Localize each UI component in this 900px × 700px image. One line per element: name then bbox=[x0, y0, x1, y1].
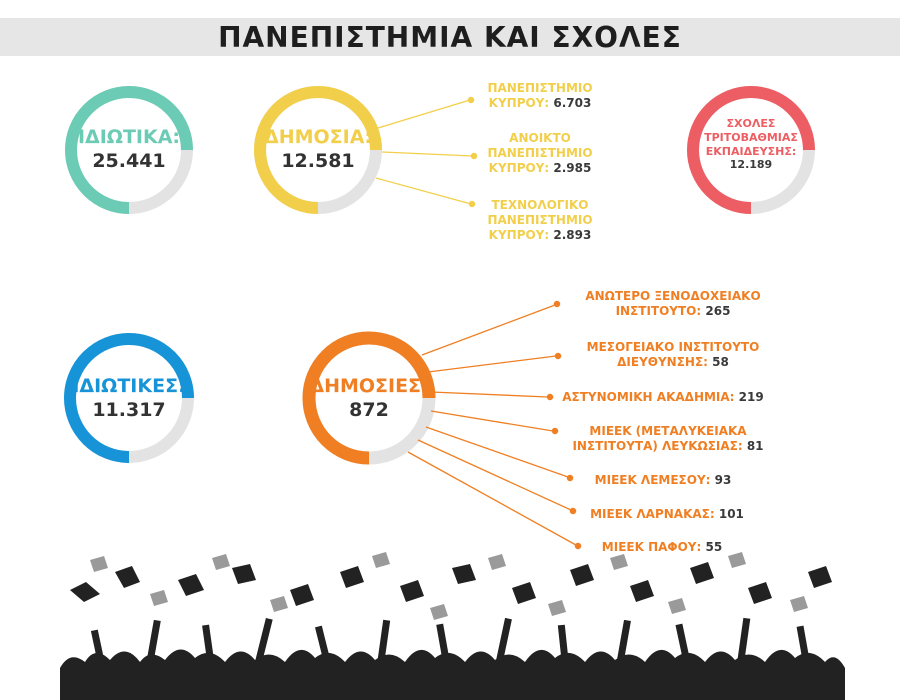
ring-public-schools bbox=[302, 331, 436, 465]
graduation-caps-grey bbox=[90, 552, 808, 620]
leader-lines-universities bbox=[375, 96, 478, 208]
school-breakdown-item: ΜΙΕΕΚ (ΜΕΤΑΛΥΚΕΙΑΚΑ ΙΝΣΤΙΤΟΥΤΑ) ΛΕΥΚΩΣΙΑ… bbox=[572, 424, 764, 453]
school-breakdown-item: ΜΙΕΕΚ ΛΕΜΕΣΟΥ: 93 bbox=[594, 473, 732, 487]
school-breakdown-item: ΜΙΕΕΚ ΠΑΦΟΥ: 55 bbox=[601, 540, 723, 554]
ring-public-universities bbox=[254, 86, 382, 214]
title-bar: ΠΑΝΕΠΙΣΤΗΜΙΑ ΚΑΙ ΣΧΟΛΕΣ bbox=[0, 18, 900, 56]
uni-breakdown-item: ΠΑΝΕΠΙΣΤΗΜΙΟ ΚΥΠΡΟΥ: 6.703 bbox=[487, 81, 593, 110]
public-schools-label: ΔΗΜΟΣΙΕΣ: 872 bbox=[308, 375, 430, 421]
public-schools-value: 872 bbox=[349, 399, 389, 421]
tertiary-schools-label: ΣΧΟΛΕΣ ΤΡΙΤΟΒΑΘΜΙΑΣ ΕΚΠΑΙΔΕΥΣΗΣ: 12.189 bbox=[686, 117, 816, 172]
graduation-crowd-illustration bbox=[60, 552, 845, 700]
private-schools-title: ΙΔΙΩΤΙΚΕΣ: bbox=[72, 375, 186, 397]
public-schools-title: ΔΗΜΟΣΙΕΣ: bbox=[309, 375, 429, 397]
crowd-silhouette bbox=[60, 617, 845, 700]
private-universities-label: ΙΔΙΩΤΙΚΑ: 25.441 bbox=[69, 126, 189, 172]
uni-breakdown-item: ΤΕΧΝΟΛΟΓΙΚΟ ΠΑΝΕΠΙΣΤΗΜΙΟ ΚΥΠΡΟΥ: 2.893 bbox=[487, 198, 593, 242]
private-universities-title: ΙΔΙΩΤΙΚΑ: bbox=[77, 126, 181, 148]
ring-private-universities bbox=[65, 86, 193, 214]
graduation-caps bbox=[70, 562, 832, 606]
leader-lines-schools bbox=[407, 300, 582, 550]
school-breakdown-item: ΑΣΤΥΝΟΜΙΚΗ ΑΚΑΔΗΜΙΑ: 219 bbox=[562, 390, 764, 404]
private-schools-label: ΙΔΙΩΤΙΚΕΣ: 11.317 bbox=[67, 375, 191, 421]
school-breakdown-item: ΜΕΣΟΓΕΙΑΚΟ ΙΝΣΤΙΤΟΥΤΟ ΔΙΕΥΘΥΝΣΗΣ: 58 bbox=[586, 340, 760, 369]
uni-breakdown-item: ΑΝΟΙΚΤΟ ΠΑΝΕΠΙΣΤΗΜΙΟ ΚΥΠΡΟΥ: 2.985 bbox=[487, 131, 593, 175]
page-title: ΠΑΝΕΠΙΣΤΗΜΙΑ ΚΑΙ ΣΧΟΛΕΣ bbox=[218, 20, 682, 54]
private-schools-value: 11.317 bbox=[92, 399, 166, 421]
school-breakdown-item: ΜΙΕΕΚ ΛΑΡΝΑΚΑΣ: 101 bbox=[590, 507, 744, 521]
ring-private-schools bbox=[64, 333, 194, 463]
public-universities-title: ΔΗΜΟΣΙΑ: bbox=[263, 126, 373, 148]
public-universities-value: 12.581 bbox=[281, 150, 355, 172]
public-universities-label: ΔΗΜΟΣΙΑ: 12.581 bbox=[252, 126, 384, 172]
school-breakdown-item: ΑΝΩΤΕΡΟ ΞΕΝΟΔΟΧΕΙΑΚΟ ΙΝΣΤΙΤΟΥΤΟ: 265 bbox=[585, 289, 761, 318]
tertiary-schools-value: 12.189 bbox=[729, 158, 773, 172]
ring-tertiary-schools bbox=[687, 86, 815, 214]
private-universities-value: 25.441 bbox=[92, 150, 166, 172]
